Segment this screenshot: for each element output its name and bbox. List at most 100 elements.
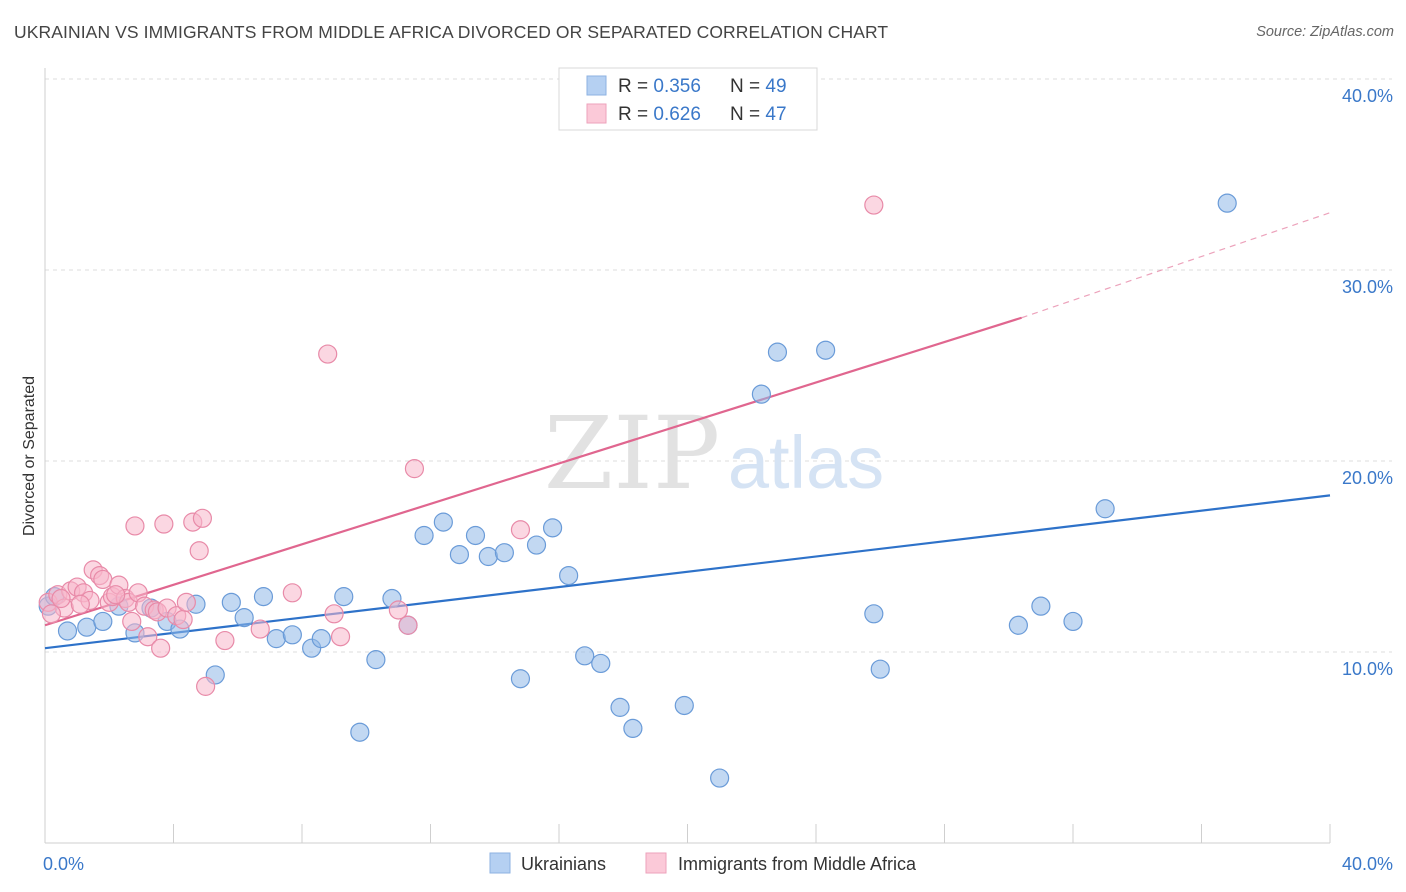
point-0-37 — [623, 718, 643, 739]
series-label-ukrainians: Ukrainians — [521, 854, 606, 874]
point-1-35 — [318, 344, 338, 364]
watermark-atlas: atlas — [728, 421, 884, 504]
point-1-26 — [173, 609, 193, 630]
point-0-18 — [311, 629, 331, 649]
legend-r-value-0: 0.356 — [653, 76, 701, 97]
point-0-47 — [1063, 611, 1083, 632]
point-0-20 — [366, 650, 386, 670]
svg-text:N = 49: N = 49 — [730, 76, 787, 97]
legend-n-value-1: 47 — [765, 104, 786, 125]
point-1-44 — [51, 588, 71, 609]
legend-swatch-middle-africa — [586, 103, 607, 124]
point-0-33 — [559, 565, 579, 586]
point-1-29 — [189, 541, 209, 561]
point-0-41 — [767, 342, 788, 362]
point-0-16 — [282, 625, 302, 645]
point-1-38 — [388, 600, 408, 620]
point-0-45 — [1008, 615, 1028, 635]
point-0-46 — [1031, 596, 1051, 616]
point-0-49 — [1217, 193, 1237, 213]
data-points — [38, 193, 1237, 788]
y-tick-label-2: 30.0% — [1342, 277, 1393, 297]
point-1-22 — [151, 638, 171, 658]
watermark: ZIP atlas — [544, 395, 884, 512]
point-0-26 — [449, 544, 470, 565]
point-0-19 — [334, 587, 354, 607]
point-0-2 — [57, 621, 78, 641]
series-swatch-middle-africa — [645, 852, 667, 874]
point-0-43 — [864, 604, 884, 624]
point-0-35 — [591, 653, 611, 674]
point-1-33 — [250, 619, 270, 639]
point-0-23 — [350, 722, 370, 742]
legend-r-value-1: 0.626 — [653, 104, 701, 125]
axes — [44, 68, 1331, 844]
point-0-48 — [1095, 499, 1115, 519]
series-swatch-ukrainians — [489, 852, 511, 874]
legend-r-label-1: R = — [618, 104, 653, 125]
point-0-38 — [674, 695, 694, 716]
source-label: Source: ZipAtlas.com — [1256, 24, 1394, 40]
point-0-34 — [575, 646, 595, 666]
point-0-4 — [93, 611, 113, 632]
point-0-31 — [526, 535, 547, 555]
svg-text:R = 0.626: R = 0.626 — [618, 104, 701, 125]
point-1-24 — [154, 514, 174, 534]
point-0-44 — [870, 659, 890, 679]
chart-title: UKRAINIAN VS IMMIGRANTS FROM MIDDLE AFRI… — [14, 22, 889, 42]
point-0-29 — [494, 543, 514, 563]
x-tick-label-1: 40.0% — [1342, 854, 1393, 874]
legend-swatch-ukrainians — [586, 75, 607, 96]
point-0-40 — [751, 384, 771, 404]
y-tick-label-0: 10.0% — [1342, 659, 1393, 679]
y-tick-label-1: 20.0% — [1342, 468, 1393, 488]
watermark-zip: ZIP — [544, 395, 720, 512]
point-0-30 — [510, 669, 531, 689]
point-1-32 — [215, 630, 235, 651]
point-0-27 — [465, 525, 486, 546]
point-1-31 — [196, 676, 216, 696]
trend-line-0 — [44, 494, 1331, 650]
point-0-25 — [433, 512, 453, 532]
point-1-15 — [122, 611, 142, 632]
svg-text:N = 47: N = 47 — [730, 104, 787, 125]
point-0-42 — [816, 340, 836, 360]
y-axis-label: Divorced or Separated — [21, 376, 38, 536]
point-0-28 — [478, 546, 498, 567]
point-1-46 — [106, 585, 126, 605]
point-1-42 — [864, 195, 884, 215]
y-tick-label-3: 40.0% — [1342, 86, 1393, 106]
point-1-17 — [125, 516, 145, 536]
tick-labels: 10.0% 20.0% 30.0% 40.0% 0.0% 40.0% — [43, 86, 1393, 874]
trend-line-1 — [44, 316, 1022, 627]
point-0-14 — [253, 587, 274, 607]
point-1-27 — [176, 592, 196, 612]
point-1-40 — [404, 459, 425, 479]
point-0-32 — [542, 518, 563, 538]
point-1-30 — [192, 508, 213, 528]
point-0-15 — [266, 629, 286, 649]
legend-n-label-1: N = — [730, 104, 765, 125]
point-0-24 — [414, 525, 434, 546]
point-1-34 — [282, 583, 302, 603]
legend-n-label-0: N = — [730, 76, 765, 97]
point-1-39 — [398, 615, 418, 635]
point-1-9 — [93, 569, 113, 590]
point-0-13 — [234, 608, 254, 628]
point-1-36 — [324, 604, 344, 624]
point-0-36 — [610, 697, 630, 717]
legend-n-value-0: 49 — [765, 76, 786, 97]
point-0-3 — [77, 617, 97, 637]
point-1-45 — [70, 594, 90, 614]
point-1-41 — [510, 520, 531, 540]
legend-r-label-0: R = — [618, 76, 653, 97]
svg-text:R = 0.356: R = 0.356 — [618, 76, 701, 97]
point-1-19 — [138, 627, 158, 647]
x-tick-label-0: 0.0% — [43, 854, 84, 874]
point-0-12 — [221, 592, 241, 612]
point-1-43 — [41, 604, 62, 624]
trend-line-extension-1 — [1021, 212, 1331, 319]
grid-lines — [45, 78, 1392, 653]
point-1-37 — [330, 627, 351, 647]
